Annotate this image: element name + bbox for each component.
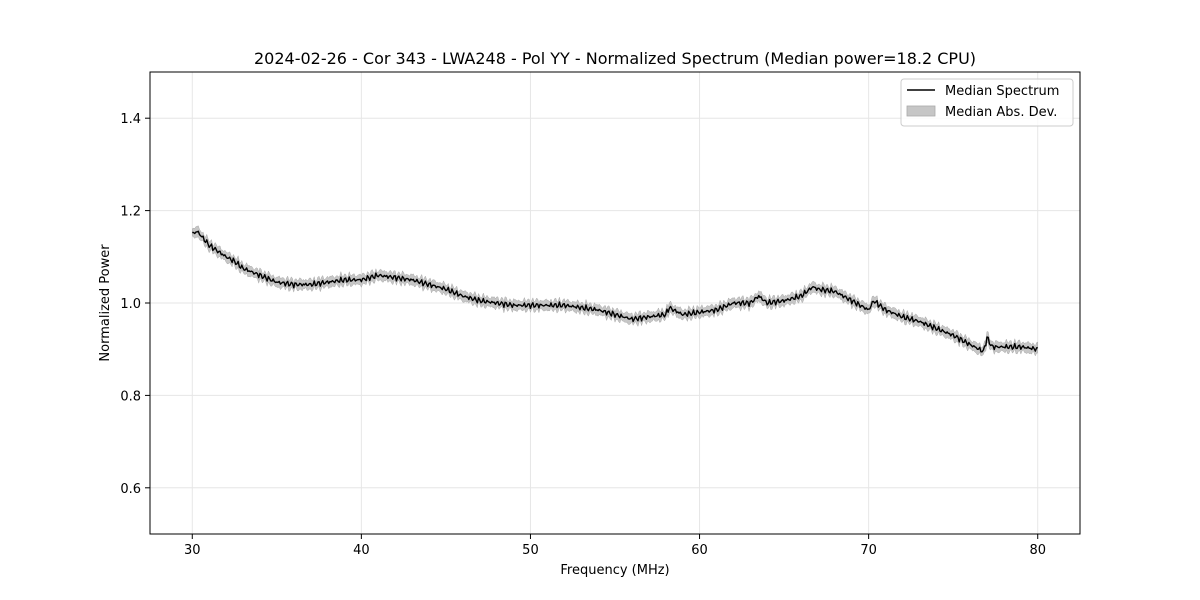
x-tick-label: 60 [691,543,708,558]
median-abs-dev-band [192,225,1038,357]
series-group [192,230,1038,353]
x-tick-label: 70 [860,543,877,558]
chart-title: 2024-02-26 - Cor 343 - LWA248 - Pol YY -… [254,49,976,68]
y-tick-label: 1.2 [120,205,141,220]
legend-label-median-spectrum: Median Spectrum [945,84,1059,99]
y-axis-ticks: 0.6 0.8 1.0 1.2 1.4 [120,112,150,497]
y-tick-label: 0.8 [120,389,141,404]
median-spectrum-line [192,230,1038,353]
y-tick-label: 1.0 [120,297,141,312]
y-axis-label: Normalized Power [98,244,113,362]
y-tick-label: 1.4 [120,112,141,127]
legend-box [900,78,1074,127]
x-tick-label: 30 [184,543,201,558]
legend-label-median-abs-dev: Median Abs. Dev. [945,105,1057,120]
x-tick-label: 50 [522,543,539,558]
legend-band-swatch [906,105,936,117]
x-axis-ticks: 30 40 50 60 70 80 [184,534,1046,558]
x-axis-label: Frequency (MHz) [560,563,669,578]
y-tick-label: 0.6 [120,482,141,497]
x-tick-label: 40 [353,543,370,558]
mad-band-group [192,225,1038,357]
legend: Median Spectrum Median Abs. Dev. [900,78,1074,127]
x-tick-label: 80 [1029,543,1046,558]
